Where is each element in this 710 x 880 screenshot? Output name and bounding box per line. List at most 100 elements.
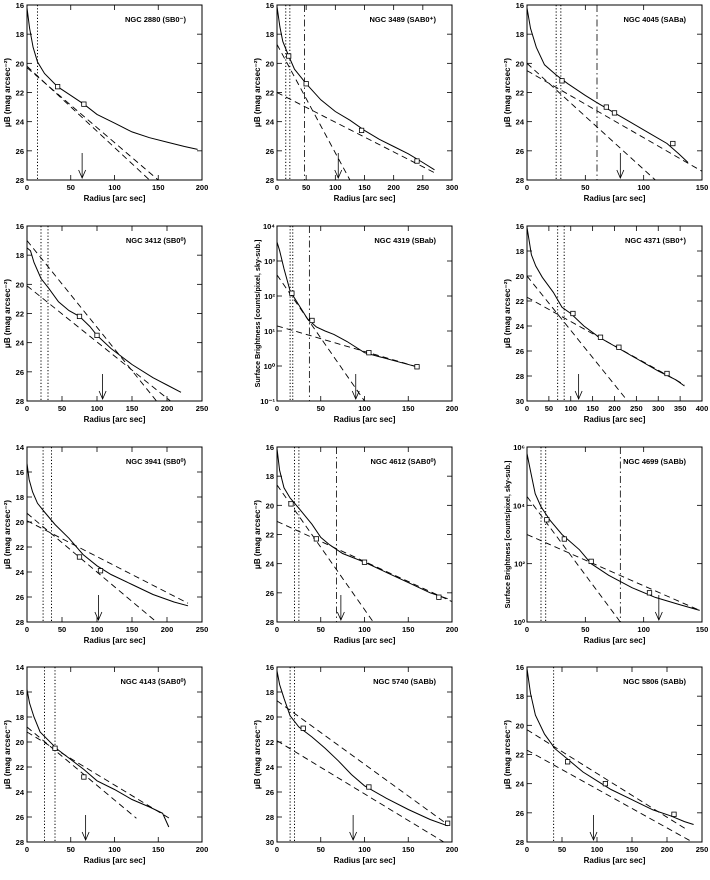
y-tick-label: 24 — [266, 118, 275, 127]
y-tick-label: 18 — [16, 493, 24, 502]
x-tick-label: 100 — [591, 845, 604, 854]
plot-frame — [526, 4, 703, 181]
disk-fit-line — [27, 67, 159, 180]
bulge-fit-line — [527, 729, 689, 831]
arrow-head — [616, 169, 625, 179]
panel-title: NGC 4371 (SB0⁺) — [625, 236, 687, 245]
bulge-fit-line — [277, 274, 365, 401]
arrow-head — [337, 611, 345, 621]
y-tick-label: 18 — [16, 713, 24, 722]
y-tick-label: 30 — [266, 838, 274, 847]
y-tick-label: 24 — [516, 780, 525, 789]
x-tick-label: 100 — [637, 625, 650, 634]
data-point-marker — [414, 364, 420, 370]
x-axis-label: Radius [arc sec] — [584, 194, 646, 203]
y-tick-label: 22 — [266, 89, 274, 98]
plot-data — [527, 667, 694, 842]
data-point-marker — [286, 53, 292, 59]
y-tick-label: 18 — [516, 692, 524, 701]
y-axis-label: μB (mag arcsec⁻²) — [3, 500, 12, 569]
x-tick-label: 300 — [652, 404, 665, 413]
data-point-marker — [309, 317, 315, 324]
x-tick-label: 200 — [661, 845, 674, 854]
y-tick-label: 10⁻¹ — [260, 397, 275, 406]
data-point-marker — [588, 558, 594, 564]
data-point-marker — [664, 370, 670, 377]
y-tick-label: 14 — [16, 443, 25, 452]
plot-frame — [276, 446, 453, 623]
data-point-marker — [445, 820, 451, 826]
x-axis-label: Radius [arc sec] — [84, 194, 146, 203]
x-tick-label: 50 — [58, 404, 66, 413]
y-tick-label: 14 — [16, 663, 25, 672]
arrow-head — [349, 831, 357, 841]
x-tick-label: 150 — [126, 625, 139, 634]
data-point-marker — [436, 594, 442, 600]
x-tick-label: 150 — [152, 183, 165, 192]
y-axis-label: μB (mag arcsec⁻²) — [3, 720, 12, 789]
plot-data — [527, 226, 685, 401]
y-tick-label: 10² — [514, 560, 525, 569]
panel-title: NGC 5740 (SABb) — [373, 677, 436, 686]
y-tick-label: 18 — [266, 472, 274, 481]
y-tick-label: 10⁶ — [513, 443, 525, 452]
x-tick-label: 250 — [196, 625, 209, 634]
x-tick-label: 250 — [417, 183, 430, 192]
data-point-marker — [616, 344, 622, 350]
data-point-marker — [300, 725, 306, 731]
x-tick-label: 50 — [558, 845, 566, 854]
x-tick-label: 150 — [152, 845, 165, 854]
x-tick-label: 50 — [317, 404, 325, 413]
x-tick-label: 50 — [67, 845, 75, 854]
y-tick-label: 22 — [516, 89, 524, 98]
data-point-marker — [671, 811, 677, 817]
x-tick-label: 0 — [525, 404, 529, 413]
profile-line — [27, 247, 182, 393]
profile-line — [27, 689, 170, 828]
x-tick-label: 200 — [196, 183, 209, 192]
data-point-marker — [55, 84, 61, 90]
data-point-marker — [361, 559, 368, 565]
x-axis-label: Radius [arc sec] — [584, 636, 646, 645]
y-tick-label: 16 — [266, 443, 274, 452]
x-tick-label: 150 — [626, 845, 639, 854]
disk-fit-line — [27, 520, 189, 604]
bulge-fit-line — [27, 240, 157, 401]
y-tick-label: 30 — [516, 397, 524, 406]
data-point-marker — [570, 310, 576, 317]
data-point-marker — [313, 536, 319, 542]
data-point-marker — [81, 774, 87, 780]
y-tick-label: 18 — [516, 247, 524, 256]
bulge-fit-line — [527, 63, 656, 180]
y-tick-label: 10² — [264, 292, 275, 301]
x-tick-label: 200 — [608, 404, 621, 413]
x-tick-label: 50 — [581, 625, 589, 634]
y-tick-label: 18 — [266, 688, 274, 697]
arrow-head — [351, 390, 360, 400]
plot-data — [27, 5, 198, 180]
panel-2: 0 50 100 150 200 250 300 16 18 20 22 24 26 28 Radius [… — [253, 1, 458, 203]
x-tick-label: 150 — [402, 404, 415, 413]
x-axis-label: Radius [arc sec] — [334, 415, 396, 424]
y-tick-label: 20 — [16, 59, 24, 68]
x-tick-label: 200 — [387, 183, 400, 192]
x-tick-label: 0 — [25, 845, 29, 854]
y-tick-label: 22 — [516, 297, 524, 306]
y-tick-label: 10⁴ — [263, 222, 275, 231]
plot-frame — [526, 225, 703, 402]
panel-9: 0 50 100 150 10⁰ 10² 10⁴ 10⁶ Radius [arc sec] Sur… — [503, 443, 708, 645]
plot-data — [277, 226, 420, 401]
plot-data — [277, 667, 451, 842]
x-tick-label: 300 — [446, 183, 459, 192]
x-tick-label: 0 — [525, 845, 529, 854]
y-tick-label: 16 — [516, 1, 524, 10]
disk-fit-line — [527, 749, 694, 842]
data-point-marker — [646, 590, 653, 596]
y-tick-label: 24 — [16, 118, 25, 127]
x-tick-label: 0 — [275, 625, 279, 634]
x-tick-label: 150 — [126, 404, 139, 413]
y-tick-label: 22 — [16, 763, 24, 772]
x-tick-label: 50 — [317, 845, 325, 854]
panel-title: NGC 5806 (SABb) — [623, 677, 686, 686]
plot-data — [27, 447, 189, 622]
